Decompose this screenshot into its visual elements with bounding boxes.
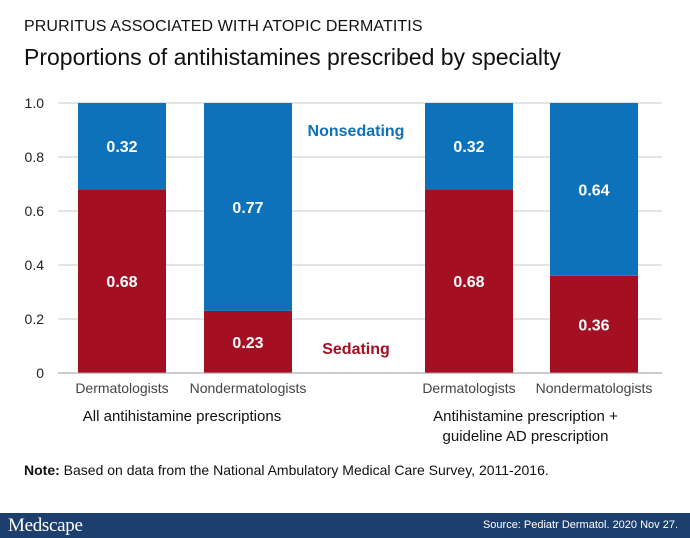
- bar-sedating-0: [78, 189, 166, 373]
- y-tick-label-4: 0.8: [25, 149, 45, 165]
- x-category-label-3: Nondermatologists: [536, 380, 653, 396]
- footer-bar: Medscape Source: Pediatr Dermatol. 2020 …: [0, 513, 690, 538]
- group-label-1-line-0: Antihistamine prescription +: [433, 408, 618, 425]
- medscape-logo: Medscape: [8, 515, 83, 536]
- bar-value-label-sedating-3: 0.36: [578, 317, 609, 334]
- bar-sedating-3: [550, 275, 638, 373]
- bar-value-label-sedating-2: 0.68: [453, 274, 484, 291]
- bar-nonsedating-3: [550, 103, 638, 276]
- bar-value-label-sedating-0: 0.68: [106, 274, 137, 291]
- x-category-label-1: Nondermatologists: [190, 380, 307, 396]
- y-tick-label-3: 0.6: [25, 203, 45, 219]
- chart-kicker: PRURITUS ASSOCIATED WITH ATOPIC DERMATIT…: [24, 18, 423, 35]
- chart-title: Proportions of antihistamines prescribed…: [24, 44, 561, 70]
- bar-value-label-nonsedating-0: 0.32: [106, 139, 137, 156]
- y-tick-label-2: 0.4: [25, 257, 45, 273]
- y-tick-label-5: 1.0: [25, 95, 45, 111]
- bar-value-label-nonsedating-1: 0.77: [232, 200, 263, 217]
- series-label-sedating: Sedating: [322, 341, 390, 358]
- chart-note: Note: Based on data from the National Am…: [24, 462, 549, 478]
- source-citation: Source: Pediatr Dermatol. 2020 Nov 27.: [482, 519, 678, 531]
- x-category-label-0: Dermatologists: [75, 380, 168, 396]
- bar-nonsedating-0: [78, 103, 166, 190]
- bar-value-label-nonsedating-3: 0.64: [578, 182, 609, 199]
- bar-sedating-2: [425, 189, 513, 373]
- y-tick-label-1: 0.2: [25, 311, 45, 327]
- bar-sedating-1: [204, 310, 292, 373]
- bar-value-label-nonsedating-2: 0.32: [453, 139, 484, 156]
- x-category-label-2: Dermatologists: [422, 380, 515, 396]
- y-tick-label-0: 0: [36, 365, 44, 381]
- bar-value-label-sedating-1: 0.23: [232, 335, 263, 352]
- note-label: Note:: [24, 462, 60, 478]
- group-label-1-line-1: guideline AD prescription: [443, 428, 609, 445]
- note-text: Based on data from the National Ambulato…: [59, 462, 549, 478]
- stacked-bar-chart: 0 0.2 0.4 0.6 0.8 1.0 0.68 0.32 Dermatologists 0.…: [25, 95, 662, 445]
- series-label-nonsedating: Nonsedating: [308, 123, 405, 140]
- bar-nonsedating-1: [204, 103, 292, 311]
- bar-nonsedating-2: [425, 103, 513, 190]
- group-label-0-line-0: All antihistamine prescriptions: [83, 408, 281, 425]
